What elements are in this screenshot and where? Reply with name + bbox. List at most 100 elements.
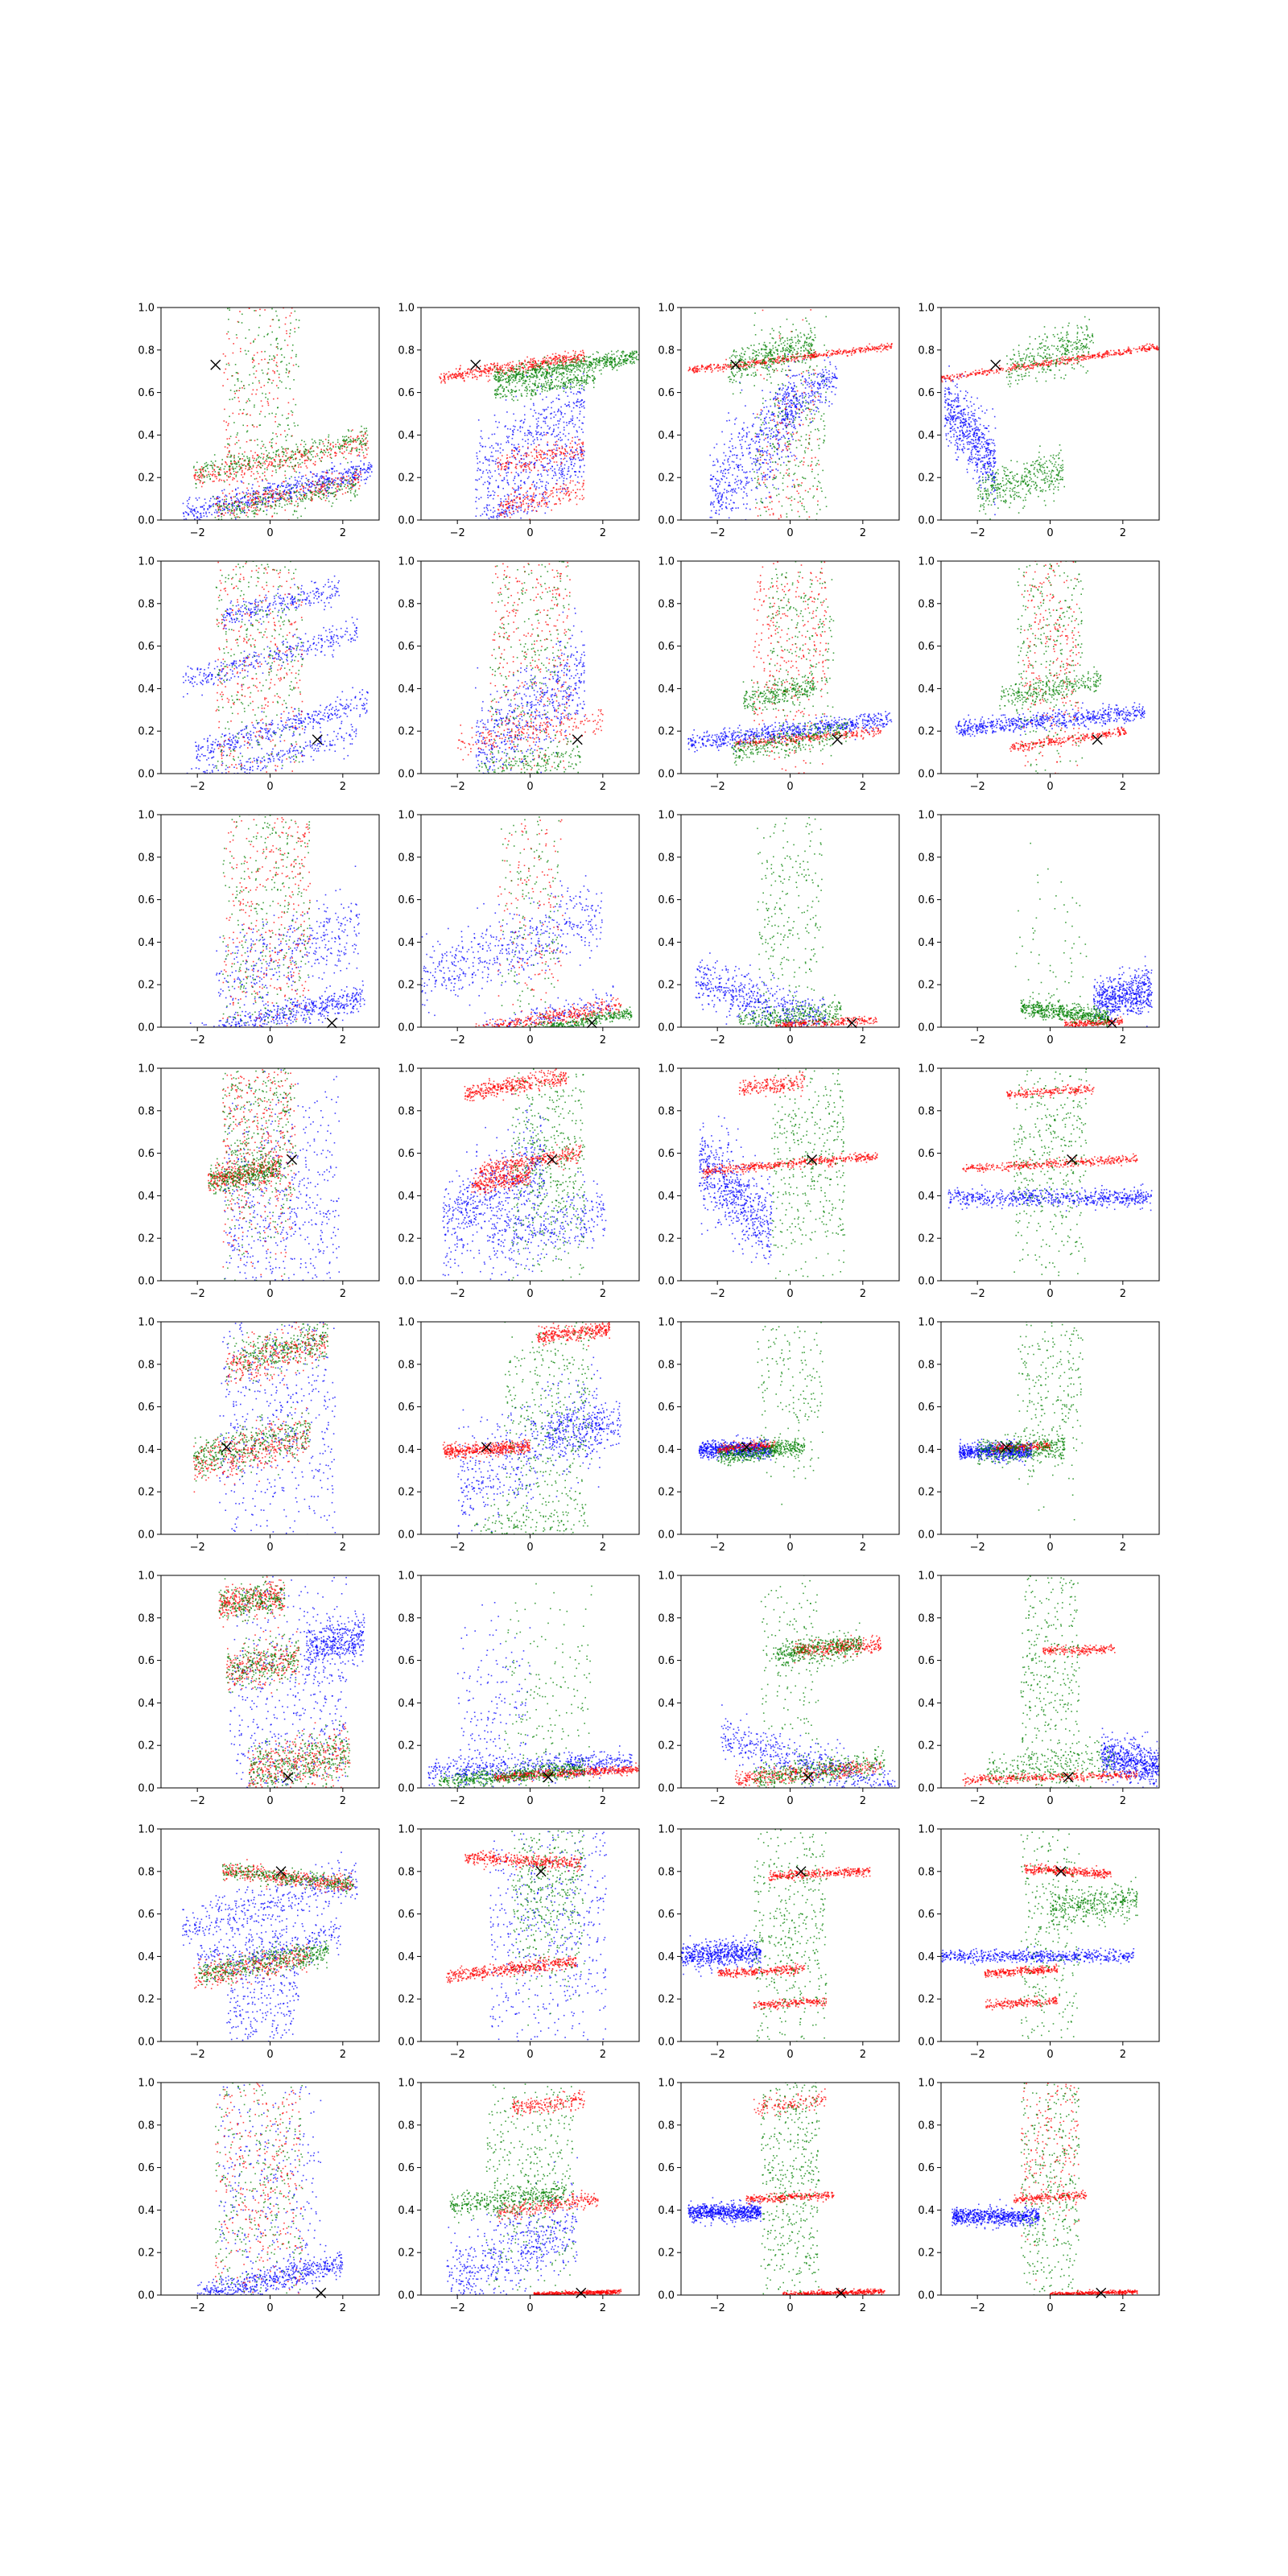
green-point <box>555 379 557 381</box>
green-point <box>193 466 195 468</box>
blue-point <box>515 396 517 398</box>
red-point <box>356 447 357 448</box>
blue-point <box>518 451 519 452</box>
blue-point <box>539 434 541 436</box>
red-point <box>324 485 326 486</box>
blue-point <box>538 474 539 476</box>
green-point <box>328 492 330 493</box>
green-point <box>251 511 253 513</box>
green-point <box>323 497 324 498</box>
green-point <box>350 477 352 479</box>
blue-point <box>740 459 741 460</box>
blue-point <box>482 521 484 522</box>
blue-point <box>782 419 783 420</box>
green-point <box>597 352 599 353</box>
blue-point <box>572 469 573 470</box>
green-point <box>233 455 235 456</box>
green-point <box>211 460 213 462</box>
blue-point <box>527 448 529 449</box>
red-point <box>458 371 460 373</box>
blue-point <box>553 429 555 431</box>
green-point <box>355 489 357 491</box>
red-point <box>239 311 241 312</box>
green-point <box>271 440 273 441</box>
red-point <box>543 360 544 361</box>
blue-point <box>776 436 778 437</box>
red-point <box>254 462 256 464</box>
blue-point <box>535 488 537 489</box>
blue-point <box>583 374 584 375</box>
blue-point <box>507 437 509 439</box>
blue-point <box>496 516 497 518</box>
red-point <box>503 369 505 371</box>
blue-point <box>563 433 564 435</box>
red-point <box>203 471 204 473</box>
blue-point <box>482 446 484 448</box>
blue-point <box>544 454 546 456</box>
green-point <box>551 384 552 386</box>
red-point <box>583 497 584 499</box>
blue-point <box>545 489 547 490</box>
blue-point <box>536 451 538 452</box>
green-point <box>196 462 198 464</box>
green-point <box>563 367 564 369</box>
blue-point <box>583 471 584 473</box>
red-point <box>521 504 522 506</box>
green-point <box>575 376 576 378</box>
red-point <box>545 457 547 459</box>
blue-point <box>489 459 490 460</box>
blue-point <box>527 463 529 464</box>
blue-point <box>349 472 351 473</box>
red-point <box>349 444 351 445</box>
red-point <box>543 493 544 495</box>
green-point <box>247 516 249 518</box>
blue-point <box>565 436 567 437</box>
x-tick-label: 2 <box>600 527 606 539</box>
blue-point <box>489 495 491 497</box>
green-point <box>331 506 332 507</box>
blue-point <box>193 510 195 511</box>
green-point <box>521 378 522 380</box>
red-point <box>355 479 357 481</box>
red-point <box>497 367 498 369</box>
green-point <box>247 523 249 525</box>
green-point <box>291 455 293 456</box>
green-point <box>564 386 566 388</box>
green-point <box>246 414 247 415</box>
green-point <box>586 375 588 377</box>
green-point <box>545 361 547 363</box>
blue-point <box>365 470 367 472</box>
red-point <box>578 359 580 361</box>
red-point <box>455 373 456 374</box>
red-point <box>345 487 347 489</box>
blue-point <box>749 444 751 445</box>
y-tick-label: 0.0 <box>138 515 155 527</box>
green-point <box>270 345 272 346</box>
red-point <box>522 494 524 496</box>
green-point <box>551 379 552 381</box>
green-point <box>215 517 217 518</box>
green-point <box>279 506 280 507</box>
blue-point <box>477 458 478 460</box>
red-point <box>481 375 482 377</box>
red-point <box>258 485 260 487</box>
green-point <box>330 493 332 494</box>
red-point <box>530 366 531 368</box>
green-point <box>203 475 204 477</box>
red-point <box>201 477 203 479</box>
blue-point <box>188 499 190 501</box>
blue-point <box>746 434 748 436</box>
green-point <box>215 471 217 473</box>
blue-point <box>304 482 306 484</box>
blue-point <box>720 481 721 483</box>
green-point <box>562 368 564 369</box>
green-point <box>260 510 262 511</box>
blue-point <box>746 478 748 480</box>
red-point <box>502 466 503 468</box>
red-point <box>502 455 503 456</box>
green-point <box>312 456 314 458</box>
green-point <box>237 432 238 434</box>
green-point <box>277 343 279 345</box>
green-point <box>241 381 242 382</box>
red-point <box>276 385 278 386</box>
